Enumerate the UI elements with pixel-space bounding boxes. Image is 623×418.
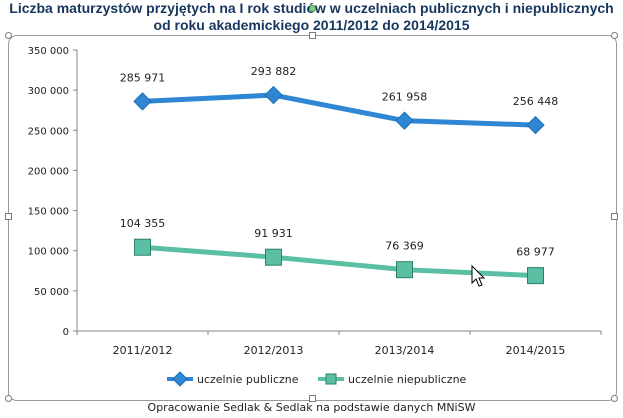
legend-marker-private xyxy=(325,373,337,385)
chart-frame[interactable] xyxy=(8,35,617,401)
resize-handle-bottom-right[interactable] xyxy=(611,395,618,402)
data-label-private: 104 355 xyxy=(120,217,166,230)
data-point-private xyxy=(134,238,151,256)
y-tick-label: 250 000 xyxy=(28,126,69,137)
y-tick-label: 300 000 xyxy=(28,86,69,97)
resize-handle-top-left[interactable] xyxy=(5,32,12,39)
y-tick-label: 350 000 xyxy=(28,46,69,57)
resize-handle-left[interactable] xyxy=(5,213,12,220)
y-tick-label: 150 000 xyxy=(28,207,69,218)
resize-handle-top-right[interactable] xyxy=(611,32,618,39)
y-tick-label: 50 000 xyxy=(34,287,69,298)
chart-title-line-2: od roku akademickiego 2011/2012 do 2014/… xyxy=(153,17,470,33)
data-point-public xyxy=(526,115,545,135)
data-label-public: 293 882 xyxy=(251,65,297,78)
legend-label-private: uczelnie niepubliczne xyxy=(348,373,467,386)
rotate-handle[interactable] xyxy=(309,5,316,12)
series-line-private xyxy=(142,244,536,279)
data-point-public xyxy=(264,85,283,105)
series-layer xyxy=(133,85,545,285)
data-label-private: 76 369 xyxy=(385,240,424,253)
mouse-cursor-icon xyxy=(471,264,486,287)
legend-label-public: uczelnie publiczne xyxy=(197,373,299,386)
data-point-public xyxy=(133,92,152,111)
resize-handle-bottom-left[interactable] xyxy=(5,395,12,402)
y-tick-label: 100 000 xyxy=(28,247,69,258)
data-point-private xyxy=(527,267,544,285)
resize-handle-bottom[interactable] xyxy=(309,395,316,402)
series-line-public xyxy=(142,92,536,128)
data-point-private xyxy=(265,248,282,266)
resize-handle-top[interactable] xyxy=(309,32,316,39)
x-tick-label: 2013/2014 xyxy=(375,344,435,357)
x-tick-label: 2012/2013 xyxy=(244,344,304,357)
data-label-public: 256 448 xyxy=(513,95,559,108)
x-tick-label: 2011/2012 xyxy=(113,344,173,357)
data-point-private xyxy=(396,261,413,279)
y-tick-label: 0 xyxy=(63,327,69,338)
source-caption: Opracowanie Sedlak & Sedlak na podstawie… xyxy=(147,401,476,414)
data-point-public xyxy=(395,111,414,130)
data-label-private: 91 931 xyxy=(254,227,293,240)
data-labels: 285 971 293 882 261 958 256 448 104 355 91 93… xyxy=(120,65,559,259)
axis-ticks: 0 50 000 100 000 150 000 200 000 250 000 300 0… xyxy=(28,46,602,357)
legend: uczelnie publiczne uczelnie niepubliczne xyxy=(167,371,467,387)
y-tick-label: 200 000 xyxy=(28,166,69,177)
resize-handle-right[interactable] xyxy=(611,213,618,220)
data-label-public: 285 971 xyxy=(120,71,166,84)
data-label-private: 68 977 xyxy=(516,246,555,259)
data-label-public: 261 958 xyxy=(382,91,428,104)
x-tick-label: 2014/2015 xyxy=(506,344,566,357)
legend-marker-public xyxy=(172,371,188,387)
